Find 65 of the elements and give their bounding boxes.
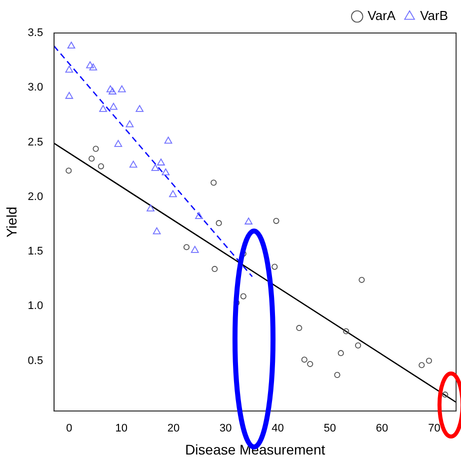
- x-axis-title: Disease Measurement: [185, 441, 326, 458]
- point: [151, 164, 160, 171]
- point: [66, 168, 72, 174]
- y-tick-label: 1.5: [28, 246, 44, 258]
- y-tick-label: 2.5: [28, 136, 44, 148]
- point: [307, 360, 314, 368]
- point: [146, 204, 154, 212]
- point: [118, 85, 126, 92]
- point: [244, 218, 252, 224]
- point: [152, 227, 161, 234]
- x-tick-label: 70: [428, 422, 440, 435]
- point: [106, 85, 114, 92]
- point: [164, 136, 172, 144]
- x-tick-label: 50: [324, 422, 336, 435]
- point: [169, 190, 177, 198]
- y-tick-label: 0.5: [28, 354, 44, 367]
- point: [92, 146, 99, 152]
- point: [355, 342, 362, 348]
- y-tick-label: 3.0: [28, 82, 44, 94]
- point: [212, 266, 218, 272]
- y-tick-label: 2.0: [28, 190, 44, 203]
- point: [273, 218, 280, 224]
- point: [216, 220, 222, 226]
- point: [418, 362, 425, 368]
- point: [110, 102, 118, 110]
- x-tick-label: 20: [167, 422, 180, 435]
- point: [296, 324, 302, 332]
- point: [343, 328, 350, 334]
- point: [98, 163, 104, 170]
- point: [272, 264, 278, 270]
- point: [126, 120, 134, 128]
- x-tick-label: 30: [220, 422, 232, 435]
- point: [301, 356, 308, 363]
- x-tick-label: 60: [376, 422, 388, 435]
- point: [358, 276, 365, 283]
- point: [442, 392, 448, 398]
- y-axis-title: Yield: [3, 206, 20, 238]
- point: [86, 61, 94, 68]
- point: [240, 293, 246, 300]
- point: [65, 66, 74, 73]
- x-tick-label: 40: [272, 422, 284, 435]
- point: [88, 156, 95, 162]
- point: [99, 105, 108, 112]
- point: [129, 160, 138, 168]
- point: [67, 42, 76, 49]
- point: [89, 64, 98, 70]
- point: [190, 246, 199, 253]
- point: [195, 212, 203, 219]
- legend-label: VarA: [368, 8, 396, 24]
- point: [157, 158, 165, 166]
- x-tick-label: 0: [66, 422, 72, 435]
- point: [183, 244, 190, 250]
- point: [114, 140, 122, 147]
- point: [334, 372, 340, 378]
- point: [108, 88, 116, 94]
- point: [210, 180, 217, 186]
- point: [65, 92, 74, 99]
- point: [338, 350, 344, 356]
- legend-label: VarB: [420, 8, 448, 24]
- point: [162, 168, 170, 176]
- y-tick-label: 1.0: [28, 300, 44, 312]
- x-tick-label: 10: [115, 422, 128, 435]
- point: [136, 105, 144, 112]
- point: [426, 358, 432, 364]
- y-tick-label: 3.5: [28, 27, 44, 40]
